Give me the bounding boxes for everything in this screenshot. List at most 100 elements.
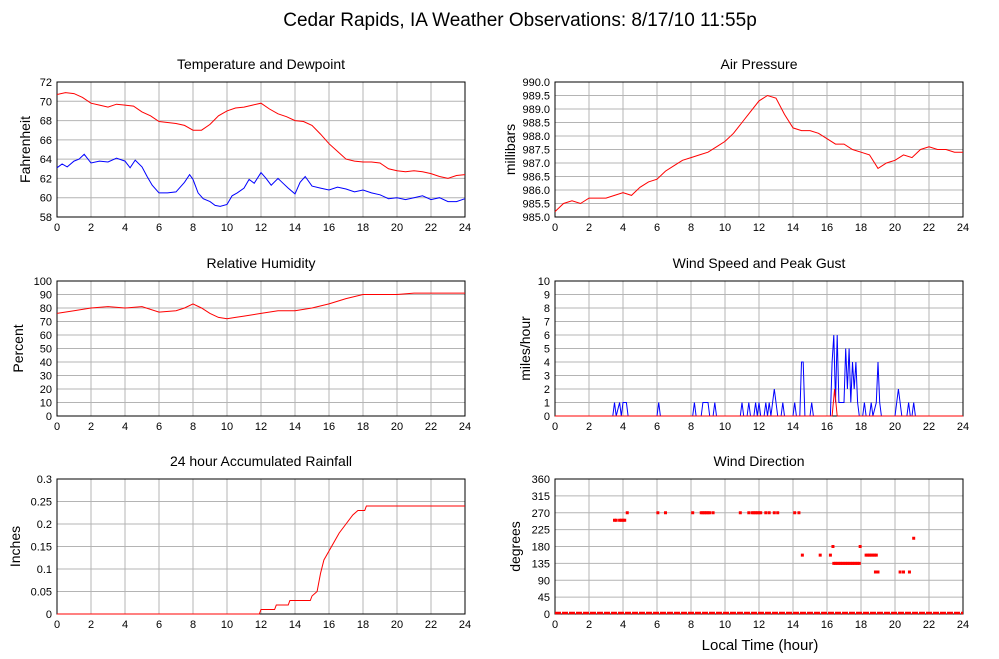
y-tick-label: 0 xyxy=(544,411,550,423)
y-tick-label: 40 xyxy=(40,357,52,369)
x-tick-label: 10 xyxy=(221,421,233,433)
chart-title: Air Pressure xyxy=(720,56,797,72)
direction-point xyxy=(797,511,801,515)
chart-title: 24 hour Accumulated Rainfall xyxy=(170,453,352,469)
direction-point xyxy=(851,561,854,565)
x-tick-label: 6 xyxy=(654,222,660,234)
direction-point xyxy=(623,518,627,522)
y-tick-label: 50 xyxy=(40,344,52,356)
plot-frame xyxy=(56,81,466,218)
y-tick-label: 135 xyxy=(532,558,550,570)
chart-direction: 0 2 4 6 8 10 12 14 16 18 20 22 240459013518022527031… xyxy=(507,453,969,631)
direction-point xyxy=(776,511,780,515)
direction-point xyxy=(619,518,623,522)
y-tick-label: 985.0 xyxy=(522,212,550,224)
y-tick-label: 0 xyxy=(46,411,52,423)
y-tick-label: 66 xyxy=(40,135,52,147)
chart-rain: 0 2 4 6 8 10 12 14 16 18 20 22 2400.050.10.150.20.25… xyxy=(7,453,471,631)
direction-point xyxy=(704,511,708,515)
direction-point xyxy=(800,553,804,557)
x-tick-label: 4 xyxy=(122,421,128,433)
chart-title: Relative Humidity xyxy=(207,255,316,271)
x-tick-label: 18 xyxy=(855,421,867,433)
x-tick-label: 0 xyxy=(552,619,558,631)
y-axis-label: Fahrenheit xyxy=(17,116,33,183)
x-tick-label: 24 xyxy=(957,421,969,433)
y-tick-label: 986.0 xyxy=(522,185,550,197)
y-tick-label: 9 xyxy=(544,290,550,302)
x-tick-label: 4 xyxy=(122,619,128,631)
x-tick-label: 16 xyxy=(821,222,833,234)
y-tick-label: 30 xyxy=(40,371,52,383)
direction-point xyxy=(828,553,832,557)
y-tick-label: 62 xyxy=(40,173,52,185)
direction-point xyxy=(854,561,858,565)
x-tick-label: 24 xyxy=(957,619,969,631)
series-line-2 xyxy=(555,388,963,417)
x-tick-label: 20 xyxy=(391,222,403,234)
direction-point xyxy=(764,511,768,515)
y-tick-label: 0.05 xyxy=(31,587,52,599)
y-tick-label: 20 xyxy=(40,384,52,396)
y-tick-label: 8 xyxy=(544,303,550,315)
y-tick-label: 989.0 xyxy=(522,104,550,116)
x-tick-label: 16 xyxy=(821,421,833,433)
y-tick-label: 60 xyxy=(40,330,52,342)
x-tick-label: 20 xyxy=(391,421,403,433)
direction-point xyxy=(902,570,905,574)
direction-point xyxy=(866,553,870,557)
x-axis-label: Local Time (hour) xyxy=(702,637,819,654)
x-tick-label: 8 xyxy=(190,421,196,433)
direction-point xyxy=(664,511,667,515)
direction-point xyxy=(759,511,763,515)
y-tick-label: 0.25 xyxy=(31,497,52,509)
x-tick-label: 14 xyxy=(787,222,799,234)
x-tick-label: 24 xyxy=(459,421,471,433)
direction-point xyxy=(832,561,836,565)
series-line-2 xyxy=(56,153,466,207)
direction-point xyxy=(845,561,849,565)
direction-point xyxy=(856,561,860,565)
x-tick-label: 10 xyxy=(221,619,233,631)
direction-point xyxy=(793,511,797,515)
direction-point xyxy=(818,553,822,557)
direction-point xyxy=(912,536,916,540)
x-tick-label: 4 xyxy=(122,222,128,234)
y-tick-label: 987.0 xyxy=(522,158,550,170)
y-tick-label: 990.0 xyxy=(522,77,550,89)
y-tick-label: 6 xyxy=(544,330,550,342)
series-line-1 xyxy=(56,292,465,320)
x-tick-label: 24 xyxy=(459,222,471,234)
x-tick-label: 12 xyxy=(753,619,765,631)
y-tick-label: 2 xyxy=(544,384,550,396)
y-tick-label: 10 xyxy=(538,276,550,288)
x-tick-label: 18 xyxy=(855,619,867,631)
x-tick-label: 14 xyxy=(787,619,799,631)
direction-point xyxy=(750,511,754,515)
direction-point xyxy=(835,561,839,565)
x-tick-label: 12 xyxy=(255,619,267,631)
y-tick-label: 60 xyxy=(40,193,52,205)
direction-point xyxy=(873,570,877,574)
y-tick-label: 0.15 xyxy=(31,542,52,554)
direction-point xyxy=(752,511,756,515)
x-tick-label: 10 xyxy=(221,222,233,234)
series-line-1 xyxy=(56,92,466,179)
y-tick-label: 80 xyxy=(40,303,52,315)
x-tick-label: 18 xyxy=(855,222,867,234)
direction-point xyxy=(772,511,776,515)
x-tick-label: 2 xyxy=(88,619,94,631)
direction-point xyxy=(876,570,880,574)
direction-point xyxy=(618,518,622,522)
direction-point xyxy=(614,518,618,522)
x-tick-label: 2 xyxy=(586,619,592,631)
x-tick-label: 4 xyxy=(620,421,626,433)
direction-point xyxy=(834,561,837,565)
y-tick-label: 225 xyxy=(532,525,550,537)
direction-point xyxy=(837,561,841,565)
direction-point xyxy=(844,561,848,565)
y-tick-label: 70 xyxy=(40,96,52,108)
plot-frame xyxy=(554,81,964,218)
y-axis-label: miles/hour xyxy=(517,316,533,381)
